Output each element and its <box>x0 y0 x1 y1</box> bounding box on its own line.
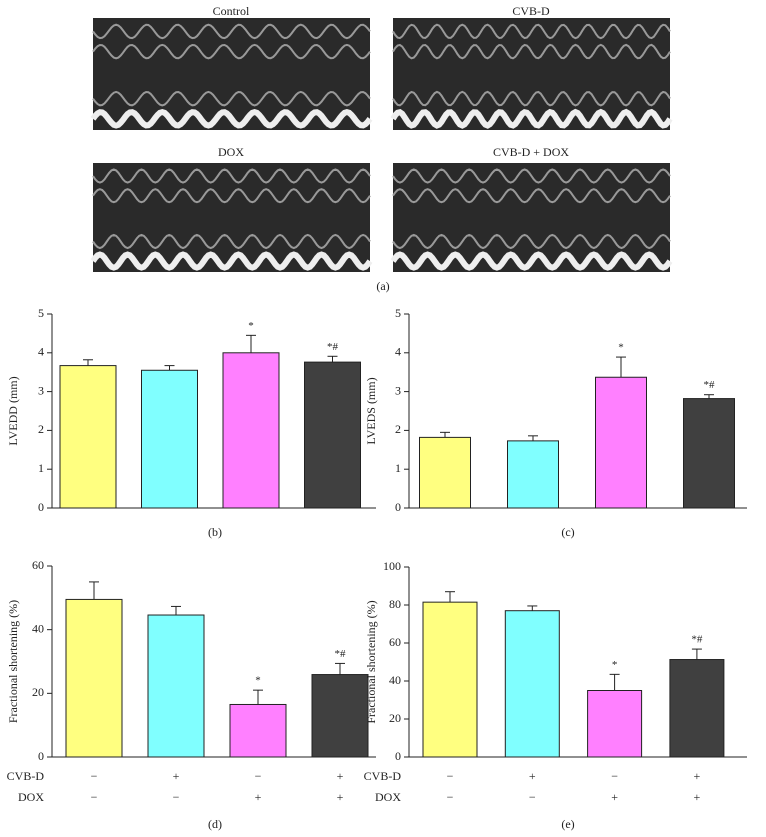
y-tick-label: 40 <box>389 673 401 687</box>
image-label: CVB-D + DOX <box>493 145 569 159</box>
echo-trace <box>92 90 371 107</box>
y-tick-label: 20 <box>389 711 401 725</box>
y-tick-label: 0 <box>38 500 44 514</box>
y-tick-label: 40 <box>32 621 44 635</box>
y-tick-label: 20 <box>32 685 44 699</box>
image-label: CVB-D <box>512 4 550 18</box>
panel-caption: (c) <box>561 525 574 539</box>
y-tick-label: 4 <box>38 345 44 359</box>
echo-image <box>93 18 370 130</box>
echo-trace <box>92 23 371 40</box>
y-tick-label: 60 <box>389 635 401 649</box>
condition-value: + <box>255 790 262 804</box>
echo-trace <box>92 168 371 184</box>
significance-label: * <box>248 320 254 332</box>
condition-value: − <box>611 769 618 783</box>
bar <box>59 365 117 509</box>
condition-value: − <box>529 790 536 804</box>
condition-value: + <box>611 790 618 804</box>
bar <box>669 659 725 758</box>
significance-label: *# <box>335 648 347 660</box>
y-tick-label: 2 <box>395 422 401 436</box>
condition-name: CVB-D <box>7 769 45 783</box>
echo-trace <box>92 233 371 250</box>
bar <box>587 690 643 758</box>
condition-value: − <box>91 790 98 804</box>
image-label: DOX <box>218 145 244 159</box>
image-label: Control <box>213 4 250 18</box>
y-tick-label: 60 <box>32 558 44 572</box>
echo-image <box>393 163 670 272</box>
condition-value: + <box>173 769 180 783</box>
y-tick-label: 0 <box>395 749 401 763</box>
y-tick-label: 80 <box>389 597 401 611</box>
condition-value: − <box>173 790 180 804</box>
significance-label: *# <box>691 634 703 646</box>
y-tick-label: 3 <box>395 383 401 397</box>
bar <box>304 361 361 509</box>
echo-trace <box>92 43 371 60</box>
panel-caption: (b) <box>208 525 222 539</box>
y-tick-label: 2 <box>38 422 44 436</box>
condition-value: − <box>255 769 262 783</box>
condition-value: + <box>529 769 536 783</box>
panel-caption: (a) <box>376 279 389 293</box>
y-tick-label: 4 <box>395 345 401 359</box>
y-tick-label: 0 <box>38 749 44 763</box>
echo-trace <box>90 108 373 129</box>
echo-trace <box>392 168 671 184</box>
condition-name: CVB-D <box>364 769 402 783</box>
y-tick-label: 1 <box>395 461 401 475</box>
bar <box>419 436 471 509</box>
condition-value: − <box>91 769 98 783</box>
echo-trace <box>392 188 671 204</box>
bar <box>504 610 560 758</box>
y-tick-label: 100 <box>383 559 401 573</box>
condition-value: − <box>447 769 454 783</box>
condition-value: + <box>694 790 701 804</box>
y-axis-label: LVEDD (mm) <box>6 376 20 445</box>
y-tick-label: 5 <box>38 306 44 320</box>
bar <box>65 598 123 758</box>
condition-value: + <box>337 769 344 783</box>
bar <box>595 376 647 509</box>
echo-trace <box>92 188 371 204</box>
significance-label: * <box>618 342 624 354</box>
bar <box>147 614 205 758</box>
y-tick-label: 1 <box>38 461 44 475</box>
bar <box>311 674 369 758</box>
significance-label: * <box>612 659 618 671</box>
echo-trace <box>390 108 673 129</box>
echo-trace <box>90 251 373 271</box>
condition-name: DOX <box>18 790 44 804</box>
bar <box>141 369 198 509</box>
significance-label: * <box>255 675 261 687</box>
y-tick-label: 0 <box>395 500 401 514</box>
panel-caption: (d) <box>208 817 222 831</box>
significance-label: *# <box>704 379 716 391</box>
echo-image <box>93 163 370 272</box>
echo-trace <box>392 23 671 40</box>
condition-name: DOX <box>375 790 401 804</box>
y-axis-label: LVEDS (mm) <box>364 377 378 444</box>
significance-label: *# <box>327 341 339 353</box>
panel-caption: (e) <box>561 817 574 831</box>
echo-trace <box>390 251 673 271</box>
echo-trace <box>392 43 671 60</box>
y-tick-label: 3 <box>38 383 44 397</box>
bar <box>222 352 280 509</box>
bar <box>422 601 478 758</box>
y-axis-label: Fractional shortening (%) <box>364 600 378 723</box>
echo-trace <box>392 233 671 250</box>
condition-value: + <box>694 769 701 783</box>
y-tick-label: 5 <box>395 306 401 320</box>
condition-value: + <box>337 790 344 804</box>
echo-trace <box>392 90 671 107</box>
bar <box>229 703 287 758</box>
bar <box>683 398 735 509</box>
y-axis-label: Fractional shortening (%) <box>6 600 20 723</box>
condition-value: − <box>447 790 454 804</box>
bar <box>507 440 559 509</box>
